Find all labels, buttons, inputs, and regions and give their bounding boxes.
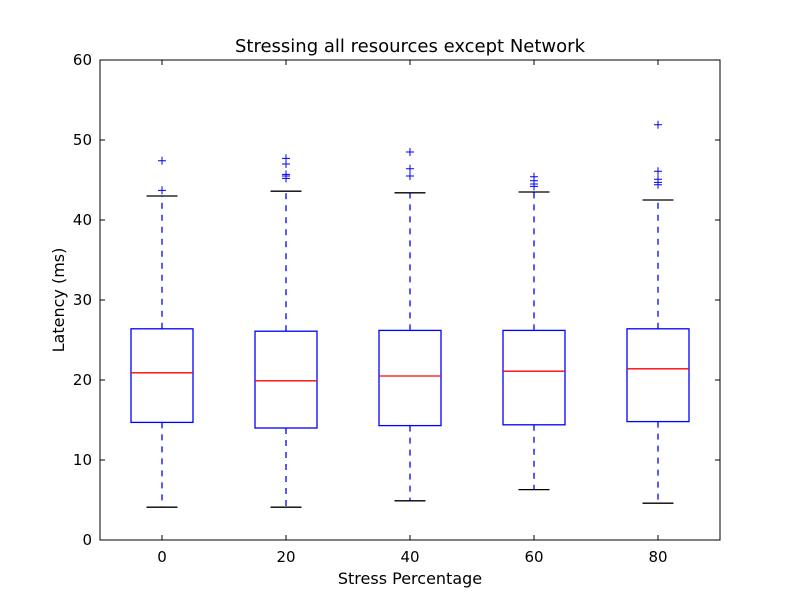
x-tick-label: 20 [276,548,295,566]
outlier-point [158,156,166,165]
outlier-point [654,175,662,184]
iqr-box [130,328,194,424]
x-tick-label: 0 [157,548,167,566]
y-tick-label: 20 [73,371,92,389]
plot-frame [99,59,721,541]
x-tick-label: 80 [648,548,667,566]
y-tick-label: 40 [73,211,92,229]
y-axis-label: Latency (ms) [49,248,68,353]
y-tick-label: 10 [73,451,92,469]
outlier-point [406,148,414,156]
box-group [626,120,690,504]
y-tick-label: 30 [73,291,92,309]
outlier-point [406,172,414,180]
chart-title: Stressing all resources except Network [235,36,586,57]
iqr-box [502,329,566,426]
iqr-box [254,330,318,429]
outlier-point [158,186,166,195]
box-group [378,148,442,502]
x-tick-label: 60 [524,548,543,566]
outlier-point [530,172,538,181]
x-axis-label: Stress Percentage [338,569,482,588]
y-tick-label: 60 [73,51,92,69]
box-group [254,154,318,508]
outlier-point [654,167,662,176]
x-tick-label: 40 [400,548,419,566]
box-group [502,172,566,491]
box-group [130,156,194,508]
y-tick-label: 0 [82,531,92,549]
outlier-point [282,170,290,179]
outlier-point [406,164,414,173]
iqr-box [378,329,442,427]
outlier-point [282,154,290,163]
outlier-point [654,120,662,129]
y-tick-label: 50 [73,131,92,149]
iqr-box [626,328,690,423]
plot-area [100,59,720,541]
